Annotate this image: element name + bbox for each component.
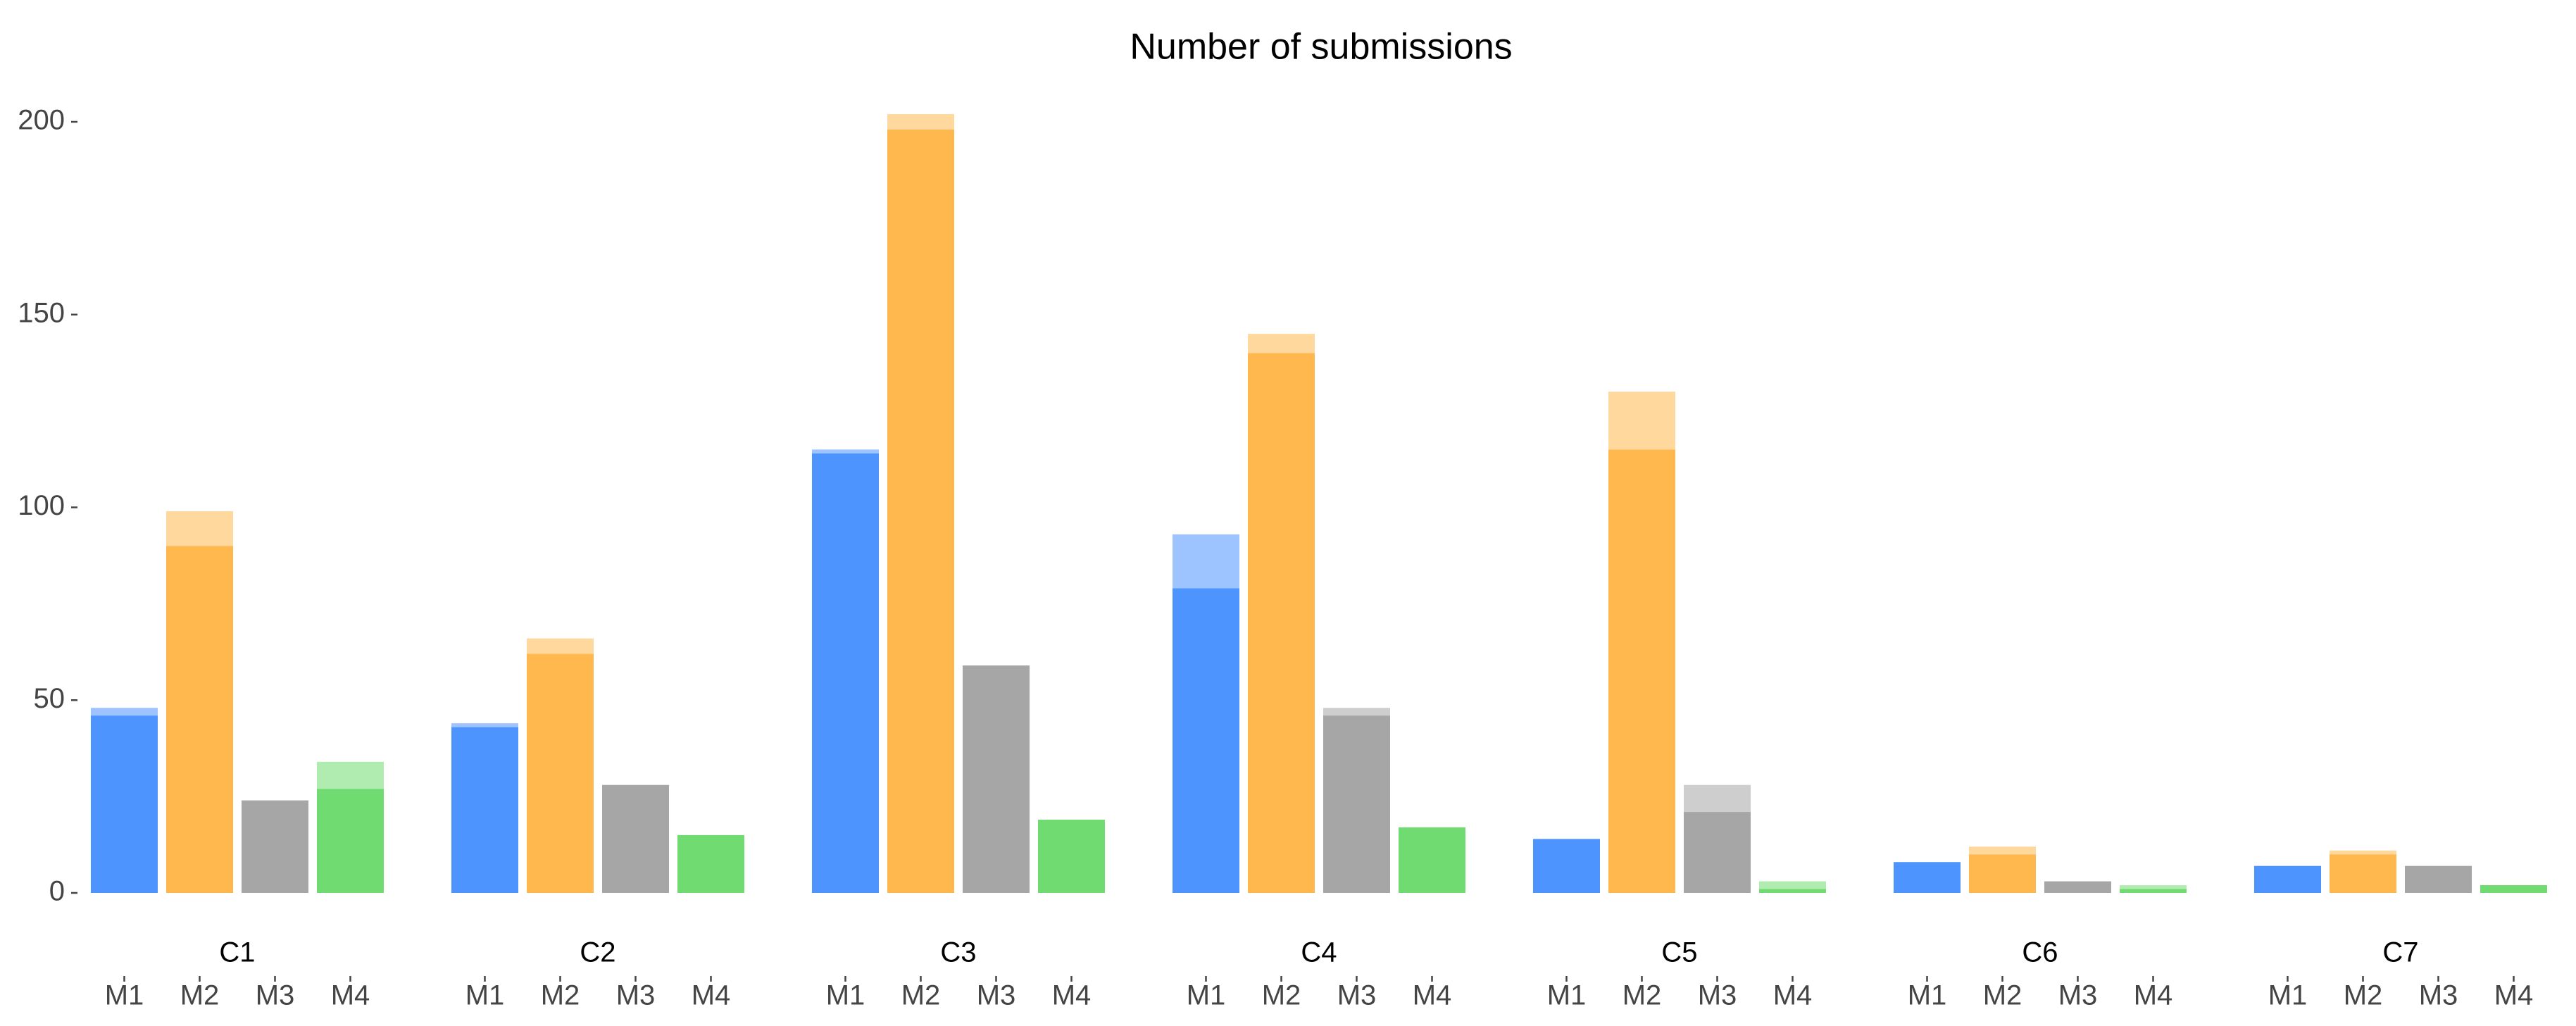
y-tick-label: 0 (49, 876, 65, 907)
bar-segment (317, 761, 384, 789)
x-tick-label: M2 (1622, 980, 1662, 1011)
bar-segment (2405, 865, 2472, 893)
x-tick-label: M4 (1413, 980, 1452, 1011)
x-tick-label: M2 (1983, 980, 2022, 1011)
x-tick-label: M1 (2268, 980, 2308, 1011)
bar-segment (1969, 854, 2036, 893)
bar-segment (1684, 784, 1751, 813)
bar-segment (2120, 889, 2187, 893)
x-tick-label: M4 (1052, 980, 1092, 1011)
bar-segment (887, 129, 954, 894)
x-tick-label: M4 (2494, 980, 2534, 1011)
group-label: C5 (1661, 937, 1697, 968)
bar-segment (527, 653, 594, 893)
bar-segment (963, 665, 1030, 893)
bar-segment (1399, 827, 1465, 893)
x-tick-label: M1 (1547, 980, 1587, 1011)
bar-segment (451, 723, 518, 727)
bar-segment (812, 449, 879, 453)
x-tick-label: M3 (1337, 980, 1377, 1011)
x-tick-label: M4 (692, 980, 731, 1011)
x-tick-label: M1 (465, 980, 505, 1011)
y-tick-label: 200 (18, 105, 65, 136)
x-tick-label: M3 (2058, 980, 2098, 1011)
group-label: C3 (940, 937, 976, 968)
bar-segment (1323, 715, 1390, 893)
bar-segment (1173, 588, 1239, 893)
bar-segment (602, 784, 669, 893)
bar-segment (1248, 334, 1315, 354)
x-tick-label: M3 (2419, 980, 2458, 1011)
bar-segment (91, 715, 158, 893)
bar-segment (2044, 881, 2111, 893)
bar-segment (166, 546, 233, 893)
bar-segment (2120, 885, 2187, 889)
x-tick-label: M3 (1698, 980, 1737, 1011)
bar-segment (677, 834, 744, 893)
x-tick-label: M2 (901, 980, 941, 1011)
chart-title: Number of submissions (1130, 27, 1512, 68)
bar-segment (317, 789, 384, 893)
bar-segment (1038, 819, 1105, 893)
x-tick-label: M2 (1262, 980, 1301, 1011)
bar-segment (1608, 449, 1675, 893)
bar-segment (2254, 865, 2321, 893)
group-label: C4 (1301, 937, 1337, 968)
bar-segment (1969, 846, 2036, 855)
x-tick-label: M1 (1908, 980, 1947, 1011)
x-tick-label: M4 (1773, 980, 1813, 1011)
x-tick-label: M1 (105, 980, 144, 1011)
bar-segment (1608, 392, 1675, 450)
x-tick-label: M4 (331, 980, 370, 1011)
x-tick-label: M4 (2134, 980, 2173, 1011)
x-tick-label: M3 (977, 980, 1016, 1011)
bar-segment (1759, 889, 1826, 893)
bar-segment (1323, 708, 1390, 716)
bar-segment (1173, 534, 1239, 589)
bar-segment (1533, 839, 1600, 893)
bar-segment (2330, 854, 2396, 893)
bar-segment (527, 638, 594, 654)
bar-segment (91, 708, 158, 716)
x-tick-label: M2 (541, 980, 580, 1011)
bar-segment (2330, 850, 2396, 855)
group-label: C1 (219, 937, 255, 968)
bar-segment (1894, 862, 1961, 893)
x-tick-label: M3 (616, 980, 656, 1011)
bar-segment (1684, 812, 1751, 893)
bar-segment (2480, 885, 2547, 893)
bar-segment (1759, 881, 1826, 889)
bar-segment (812, 453, 879, 893)
bar-segment (1248, 353, 1315, 893)
group-label: C2 (580, 937, 615, 968)
bar-segment (166, 511, 233, 546)
y-tick-label: 50 (34, 683, 65, 714)
bar-segment (451, 727, 518, 893)
x-tick-label: M2 (180, 980, 220, 1011)
x-tick-label: M3 (256, 980, 295, 1011)
x-tick-label: M1 (826, 980, 865, 1011)
group-label: C7 (2382, 937, 2418, 968)
bar-segment (242, 800, 308, 893)
bar-segment (887, 114, 954, 130)
y-tick-label: 150 (18, 297, 65, 328)
y-tick-label: 100 (18, 490, 65, 521)
x-tick-label: M1 (1187, 980, 1226, 1011)
group-label: C6 (2022, 937, 2058, 968)
x-tick-label: M2 (2344, 980, 2383, 1011)
